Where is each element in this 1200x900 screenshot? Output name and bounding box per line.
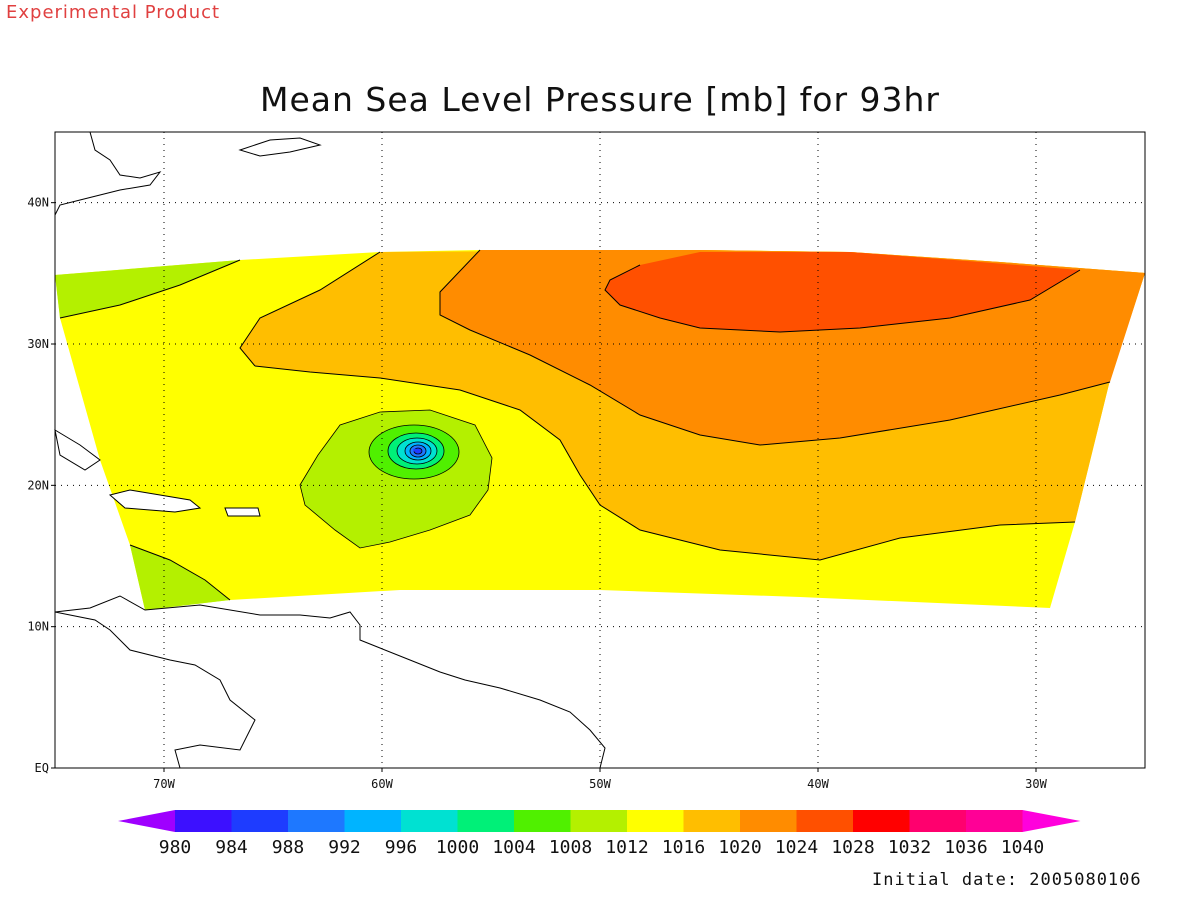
colorbar-arrow-low <box>118 810 175 832</box>
colorbar-swatch <box>457 810 515 832</box>
lat-tick-label: EQ <box>35 761 49 775</box>
lon-tick-label: 60W <box>371 777 393 791</box>
colorbar-level-label: 1008 <box>549 837 592 858</box>
colorbar-swatch <box>231 810 289 832</box>
lat-tick-label: 30N <box>27 337 49 351</box>
coast-south-america <box>54 595 606 769</box>
field-1024 <box>605 252 1080 332</box>
colorbar-swatch <box>175 810 232 832</box>
colorbar-swatch <box>514 810 571 832</box>
coast-nova-scotia <box>238 137 322 157</box>
colorbar-swatch <box>288 810 345 832</box>
colorbar-swatch <box>627 810 684 832</box>
colorbar-level-label: 980 <box>159 837 192 858</box>
lon-tick-label: 30W <box>1025 777 1047 791</box>
coast-puerto-rico <box>224 507 261 517</box>
lon-tick-label: 40W <box>807 777 829 791</box>
experimental-product-label: Experimental Product <box>6 2 221 23</box>
field-1008-nw <box>55 260 240 318</box>
colorbar-level-label: 1028 <box>831 837 874 858</box>
colorbar-level-label: 988 <box>272 837 305 858</box>
colorbar-level-label: 1036 <box>944 837 987 858</box>
colorbar-level-label: 992 <box>328 837 361 858</box>
colorbar-swatch <box>966 810 1023 832</box>
lon-axis: 70W 60W 50W 40W 30W <box>153 768 1048 791</box>
lat-tick-label: 10N <box>27 620 49 634</box>
lon-tick-label: 70W <box>153 777 175 791</box>
colorbar-swatch <box>570 810 628 832</box>
colorbar-swatch <box>740 810 797 832</box>
colorbar-level-label: 1000 <box>436 837 479 858</box>
colorbar-level-label: 1032 <box>888 837 931 858</box>
colorbar-level-label: 984 <box>215 837 248 858</box>
colorbar-level-label: 1016 <box>662 837 705 858</box>
graticule <box>55 132 1145 768</box>
colorbar-level-label: 1004 <box>492 837 535 858</box>
coast-hispaniola <box>108 489 202 513</box>
colorbar-swatch <box>909 810 967 832</box>
isobar-lines <box>59 249 1111 601</box>
lat-tick-label: 40N <box>27 196 49 210</box>
colorbar-swatch <box>683 810 741 832</box>
colorbar-level-label: 996 <box>385 837 418 858</box>
colorbar: 980 984 988 992 996 1000 1004 1008 1012 1016 1020 1… <box>118 810 1081 858</box>
colorbar-swatch <box>344 810 402 832</box>
colorbar-level-label: 1020 <box>718 837 761 858</box>
lon-tick-label: 50W <box>589 777 611 791</box>
initial-date: Initial date: 2005080106 <box>872 870 1142 890</box>
chart-title: Mean Sea Level Pressure [mb] for 93hr <box>259 80 941 119</box>
lat-tick-label: 20N <box>27 478 49 492</box>
colorbar-swatch <box>853 810 910 832</box>
pressure-field <box>55 249 1145 610</box>
colorbar-swatch <box>796 810 854 832</box>
field-1008-sw <box>130 545 230 610</box>
coast-north-america <box>54 131 162 216</box>
coastlines <box>54 131 606 769</box>
colorbar-level-label: 1024 <box>775 837 818 858</box>
colorbar-level-label: 1012 <box>605 837 648 858</box>
colorbar-level-label: 1040 <box>1001 837 1044 858</box>
storm-center <box>413 448 417 452</box>
colorbar-arrow-high <box>1022 810 1081 832</box>
lat-axis: 40N 30N 20N 10N EQ <box>27 196 55 775</box>
coast-cuba <box>54 428 101 471</box>
colorbar-swatch <box>401 810 458 832</box>
